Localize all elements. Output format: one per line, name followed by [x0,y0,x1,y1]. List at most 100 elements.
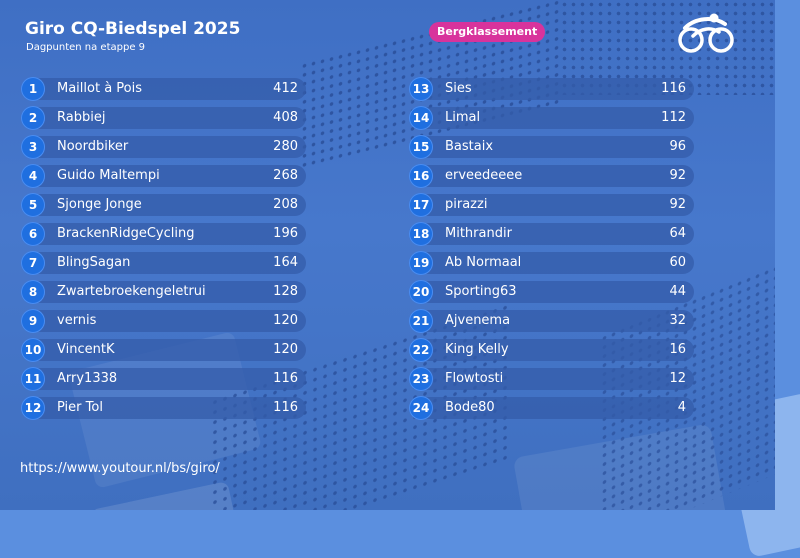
standings-row: 14 Limal 112 [409,106,694,130]
player-points: 116 [273,371,298,386]
rank-badge: 15 [409,135,433,159]
standings-row: 13 Sies 116 [409,77,694,101]
player-points: 64 [669,226,686,241]
player-points: 164 [273,255,298,270]
rank-badge: 19 [409,251,433,275]
player-points: 208 [273,197,298,212]
player-points: 196 [273,226,298,241]
standings-row: 15 Bastaix 96 [409,135,694,159]
standings-row: 2 Rabbiej 408 [21,106,306,130]
player-points: 32 [669,313,686,328]
player-points: 120 [273,342,298,357]
player-name: Sies [445,81,472,96]
standings-row: 20 Sporting63 44 [409,280,694,304]
standings-row: 8 Zwartebroekengeletrui 128 [21,280,306,304]
standings-row: 5 Sjonge Jonge 208 [21,193,306,217]
standings-column-left: 1 Maillot à Pois 412 2 Rabbiej 408 3 Noordbiker… [21,77,306,426]
footer-url[interactable]: https://www.youtour.nl/bs/giro/ [20,461,220,476]
player-points: 44 [669,284,686,299]
player-name: Ab Normaal [445,255,522,270]
rank-badge: 4 [21,164,45,188]
player-name: Sjonge Jonge [57,197,142,212]
player-points: 116 [661,81,686,96]
rank-badge: 11 [21,367,45,391]
standings-row: 11 Arry1338 116 [21,367,306,391]
standings-row: 12 Pier Tol 116 [21,396,306,420]
player-points: 12 [669,371,686,386]
player-name: Rabbiej [57,110,106,125]
player-points: 96 [669,139,686,154]
player-points: 16 [669,342,686,357]
rank-badge: 24 [409,396,433,420]
standings-row: 1 Maillot à Pois 412 [21,77,306,101]
player-name: VincentK [57,342,115,357]
page-subtitle: Dagpunten na etappe 9 [26,42,146,53]
standings-row: 18 Mithrandir 64 [409,222,694,246]
player-name: BrackenRidgeCycling [57,226,195,241]
player-points: 92 [669,197,686,212]
standings-row: 24 Bode80 4 [409,396,694,420]
player-points: 116 [273,400,298,415]
player-name: BlingSagan [57,255,131,270]
cyclist-logo-icon [678,13,734,53]
rank-badge: 18 [409,222,433,246]
player-name: vernis [57,313,97,328]
player-name: Limal [445,110,481,125]
classification-badge: Bergklassement [429,22,546,42]
rank-badge: 3 [21,135,45,159]
player-points: 408 [273,110,298,125]
standings-row: 16 erveedeeee 92 [409,164,694,188]
rank-badge: 1 [21,77,45,101]
rank-badge: 5 [21,193,45,217]
player-name: Guido Maltempi [57,168,160,183]
player-name: Bode80 [445,400,495,415]
player-points: 280 [273,139,298,154]
player-points: 412 [273,81,298,96]
player-points: 4 [677,400,686,415]
player-points: 60 [669,255,686,270]
standings-row: 21 Ajvenema 32 [409,309,694,333]
standings-row: 22 King Kelly 16 [409,338,694,362]
rank-badge: 16 [409,164,433,188]
rank-badge: 17 [409,193,433,217]
rank-badge: 22 [409,338,433,362]
rank-badge: 12 [21,396,45,420]
rank-badge: 10 [21,338,45,362]
player-points: 120 [273,313,298,328]
player-name: Mithrandir [445,226,512,241]
player-name: Zwartebroekengeletrui [57,284,206,299]
rank-badge: 13 [409,77,433,101]
player-points: 268 [273,168,298,183]
player-name: Sporting63 [445,284,517,299]
player-name: Noordbiker [57,139,129,154]
standings-panel: Giro CQ-Biedspel 2025 Dagpunten na etapp… [0,0,775,510]
standings-row: 4 Guido Maltempi 268 [21,164,306,188]
standings-column-right: 13 Sies 116 14 Limal 112 15 Bastaix 96 16 erveedee… [409,77,694,426]
rank-badge: 7 [21,251,45,275]
rank-badge: 2 [21,106,45,130]
standings-row: 6 BrackenRidgeCycling 196 [21,222,306,246]
player-name: erveedeeee [445,168,523,183]
player-points: 128 [273,284,298,299]
page-title: Giro CQ-Biedspel 2025 [25,19,241,39]
player-name: King Kelly [445,342,509,357]
player-points: 112 [661,110,686,125]
standings-row: 19 Ab Normaal 60 [409,251,694,275]
standings-row: 9 vernis 120 [21,309,306,333]
rank-badge: 23 [409,367,433,391]
standings-row: 7 BlingSagan 164 [21,251,306,275]
rank-badge: 6 [21,222,45,246]
standings-row: 23 Flowtosti 12 [409,367,694,391]
standings-row: 17 pirazzi 92 [409,193,694,217]
player-name: Bastaix [445,139,494,154]
rank-badge: 21 [409,309,433,333]
player-name: Ajvenema [445,313,511,328]
standings-row: 10 VincentK 120 [21,338,306,362]
standings-row: 3 Noordbiker 280 [21,135,306,159]
player-name: Arry1338 [57,371,118,386]
player-name: pirazzi [445,197,488,212]
player-points: 92 [669,168,686,183]
player-name: Pier Tol [57,400,103,415]
rank-badge: 9 [21,309,45,333]
player-name: Flowtosti [445,371,504,386]
